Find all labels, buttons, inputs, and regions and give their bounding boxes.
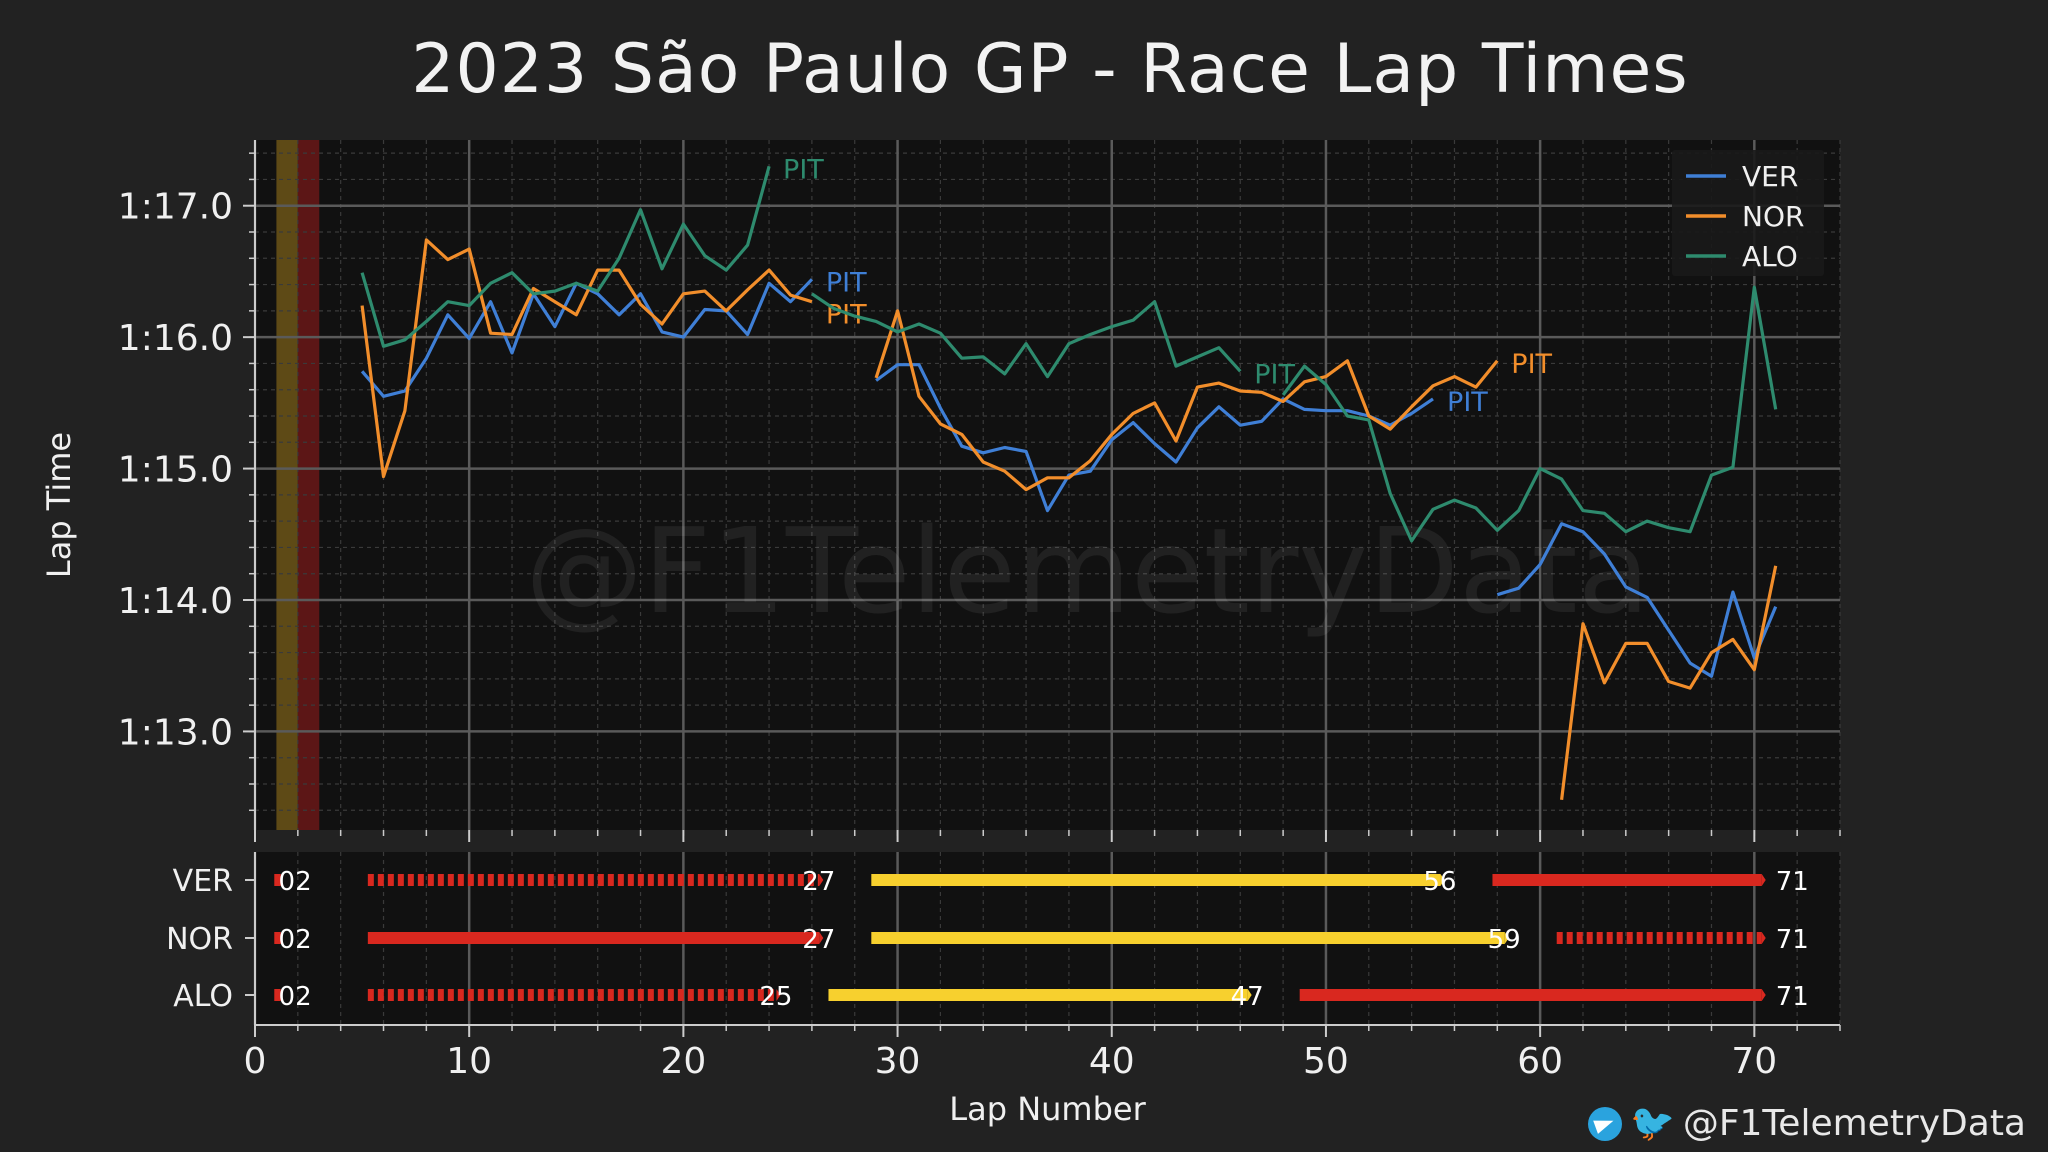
twitter-icon: 🐦 <box>1629 1102 1675 1144</box>
credit-handle: @F1TelemetryData <box>1682 1103 2026 1144</box>
stint-bar-end <box>819 874 824 886</box>
x-tick-label: 50 <box>1303 1041 1349 1082</box>
y-tick-label: 1:14.0 <box>118 581 233 622</box>
stint-lap-label: 27 <box>802 867 835 897</box>
series-line-alo <box>811 292 1242 379</box>
stint-lap-label: 59 <box>1488 925 1521 955</box>
stint-lap-label: 02 <box>279 925 312 955</box>
y-tick-label: 1:13.0 <box>118 712 233 753</box>
x-tick-label: 20 <box>660 1041 706 1082</box>
stint-driver-label: VER <box>173 864 233 899</box>
x-tick-label: 10 <box>446 1041 492 1082</box>
flag-period-band <box>276 140 298 830</box>
stint-lap-label: 47 <box>1231 982 1264 1012</box>
stint-bar-end <box>1761 932 1766 944</box>
y-tick-label: 1:16.0 <box>118 318 233 359</box>
series-line-ver <box>1496 522 1778 678</box>
series-line-nor <box>360 238 813 479</box>
stint-driver-label: ALO <box>173 979 233 1014</box>
stint-bar-end <box>1504 932 1509 944</box>
pit-label: PIT <box>1254 359 1295 390</box>
stint-lap-label: 02 <box>279 982 312 1012</box>
legend-label: NOR <box>1742 200 1804 233</box>
pit-label: PIT <box>826 267 867 298</box>
flag-period-band <box>297 140 320 830</box>
stint-bar-end <box>819 932 824 944</box>
series-line-nor <box>1560 565 1778 800</box>
plot-area <box>255 140 1840 830</box>
legend-label: VER <box>1742 160 1798 193</box>
series-line-alo <box>360 165 771 348</box>
pit-label: PIT <box>1511 349 1552 380</box>
stint-bar-end <box>1247 989 1252 1001</box>
stint-panel: 0 10 20 30 40 50 60 70 Lap Number VER 02 27 56 71 NOR 0… <box>166 852 1841 1128</box>
x-tick-label: 0 <box>244 1041 267 1082</box>
stint-lap-label: 25 <box>759 982 792 1012</box>
stint-lap-label: 71 <box>1776 982 1809 1012</box>
lap-time-panel: @F1TelemetryData 1:13.0 1:14.0 1:15.0 1:16.0… <box>40 140 1841 842</box>
x-tick-label: 70 <box>1731 1041 1777 1082</box>
stint-lap-label: 56 <box>1423 867 1456 897</box>
telegram-icon <box>1587 1106 1622 1141</box>
chart-title: 2023 São Paulo GP - Race Lap Times <box>411 30 1689 109</box>
stint-lap-label: 71 <box>1776 867 1809 897</box>
series-line-nor <box>874 309 1499 492</box>
x-tick-label: 40 <box>1089 1041 1135 1082</box>
pit-label: PIT <box>826 300 867 331</box>
stint-bar-end <box>1761 874 1766 886</box>
stint-driver-label: NOR <box>166 922 233 957</box>
watermark: @F1TelemetryData <box>525 502 1650 640</box>
credit: 🐦 @F1TelemetryData <box>1587 1102 2026 1144</box>
legend-box <box>1672 150 1824 276</box>
stint-lap-label: 71 <box>1776 925 1809 955</box>
series-line-alo <box>1281 285 1778 543</box>
stint-lap-label: 27 <box>802 925 835 955</box>
pit-label: PIT <box>783 154 824 185</box>
stint-bar-end <box>776 989 781 1001</box>
x-axis-label: Lap Number <box>949 1090 1146 1128</box>
stint-bar-end <box>1440 874 1445 886</box>
y-tick-label: 1:17.0 <box>118 187 233 228</box>
y-axis-label: Lap Time <box>40 432 78 578</box>
legend-label: ALO <box>1742 240 1798 273</box>
x-tick-label: 30 <box>875 1041 921 1082</box>
pit-label: PIT <box>1447 387 1488 418</box>
series-line-ver <box>875 363 1434 513</box>
y-tick-label: 1:15.0 <box>118 450 233 491</box>
x-tick-label: 60 <box>1517 1041 1563 1082</box>
stint-bar-end <box>1761 989 1766 1001</box>
stint-lap-label: 02 <box>279 867 312 897</box>
